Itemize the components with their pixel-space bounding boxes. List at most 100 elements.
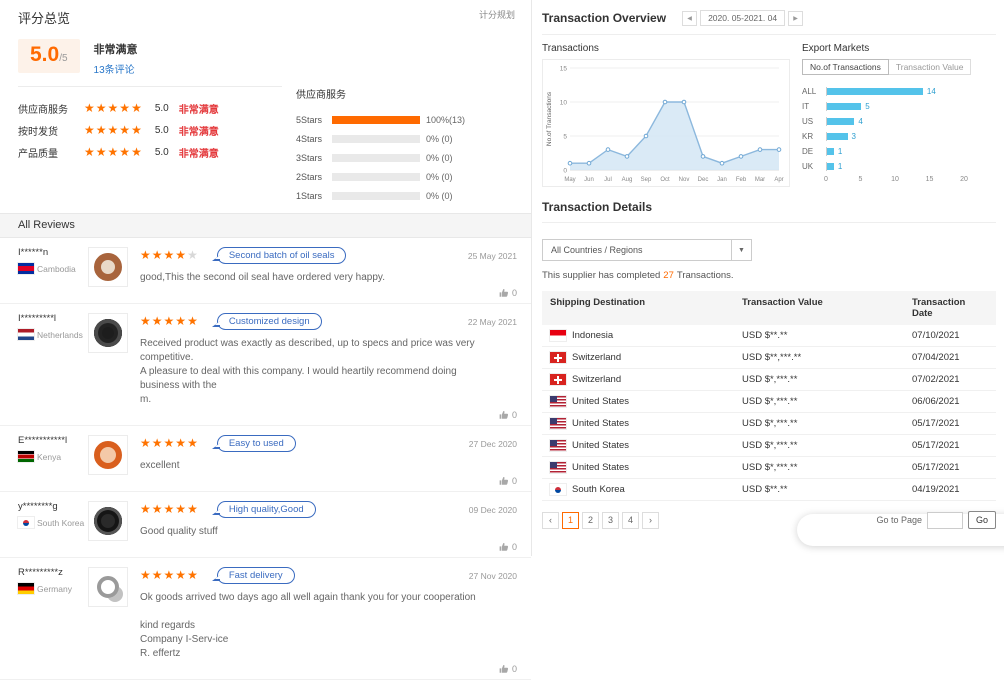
export-markets-bar-chart: ALL 14 IT 5 US 4 KR 3 DE 1 UK 1 0 5 10 15 20 — [802, 84, 996, 186]
review-count-link[interactable]: 13条评论 — [93, 65, 135, 76]
like-count: 0 — [511, 288, 517, 298]
star-breakdown: 供应商服务 5Stars 100%(13) 4Stars 0% (0) 3Stars 0%… — [282, 86, 515, 205]
transactions-chart-title: Transactions — [542, 43, 599, 54]
date-range-pager: ◀ 2020. 05-2021. 04 ▶ — [682, 10, 804, 26]
product-thumbnail[interactable] — [88, 313, 128, 353]
rating-summary: 5.0/5 非常满意 13条评论 — [0, 27, 531, 86]
like-count: 0 — [511, 664, 517, 674]
country-flag-icon — [17, 516, 35, 529]
product-thumbnail[interactable] — [88, 501, 128, 541]
review-date: 25 May 2021 — [467, 250, 517, 261]
scoring-rules-link[interactable]: 计分规划 — [478, 10, 515, 20]
like-count: 0 — [511, 410, 517, 420]
svg-text:Nov: Nov — [679, 177, 690, 183]
reviewer-info: R*********z Germany — [17, 567, 88, 674]
pagination: ‹ 1 2 3 4 › Go to Page Go — [542, 511, 996, 529]
review-tag-bubble: Easy to used — [211, 435, 296, 452]
goto-page-input[interactable] — [927, 511, 963, 529]
country-flag-icon — [549, 461, 567, 474]
review-star-rating: ★★★★★ — [140, 315, 199, 328]
export-bar-row: UK 1 — [802, 159, 996, 174]
transaction-row: United States USD $*,***.** 05/17/2021 — [542, 457, 996, 479]
review-date: 22 May 2021 — [467, 316, 517, 327]
export-tab-transaction-value[interactable]: Transaction Value — [887, 59, 972, 75]
page-button-1[interactable]: 1 — [562, 511, 579, 529]
product-image — [97, 576, 119, 598]
breakdown-title: 供应商服务 — [296, 90, 346, 101]
reviews-list: I******n Cambodia ★★★★★ Second batch of … — [0, 238, 531, 680]
page-button-4[interactable]: 4 — [622, 511, 639, 529]
country-filter-select[interactable]: All Countries / Regions ▼ — [542, 239, 752, 261]
review-item: I*********l Netherlands ★★★★★ Customized… — [0, 304, 531, 426]
export-tab-no-of-transactions[interactable]: No.of Transactions — [802, 59, 889, 75]
product-thumbnail[interactable] — [88, 567, 128, 607]
export-markets-title: Export Markets — [802, 43, 870, 54]
product-image — [94, 253, 122, 281]
like-button[interactable]: 0 — [140, 542, 517, 552]
transaction-row: Switzerland USD $*,***.** 07/02/2021 — [542, 369, 996, 391]
svg-text:May: May — [564, 177, 575, 183]
page-button-2[interactable]: 2 — [582, 511, 599, 529]
star-rating: ★★★★★ — [140, 436, 199, 450]
ratings-reviews-panel: 评分总览 计分规划 5.0/5 非常满意 13条评论 供应商服务 ★★★★★ 5.0… — [0, 0, 532, 680]
review-item: I******n Cambodia ★★★★★ Second batch of … — [0, 238, 531, 304]
transactions-panel: Transaction Overview ◀ 2020. 05-2021. 04… — [532, 0, 1004, 556]
transaction-date: 05/17/2021 — [912, 418, 960, 429]
review-date: 27 Nov 2020 — [468, 570, 517, 581]
like-button[interactable]: 0 — [140, 410, 517, 420]
transaction-date: 07/02/2021 — [912, 374, 960, 385]
shipping-destination: South Korea — [572, 484, 625, 495]
ratings-overview-title: 评分总览 — [18, 11, 71, 26]
export-bar-row: IT 5 — [802, 99, 996, 114]
prev-page-button[interactable]: ‹ — [542, 511, 559, 529]
overall-verdict: 非常满意 — [93, 44, 138, 56]
svg-text:15: 15 — [560, 66, 568, 73]
col-transaction-date: Transaction Date — [912, 297, 966, 319]
svg-text:No.of Transactions: No.of Transactions — [546, 91, 553, 146]
prev-period-button[interactable]: ◀ — [682, 10, 698, 26]
reviewer-info: I*********l Netherlands — [17, 313, 88, 420]
next-period-button[interactable]: ▶ — [788, 10, 804, 26]
overall-score: 5.0 — [30, 43, 60, 66]
like-button[interactable]: 0 — [140, 288, 517, 298]
like-button[interactable]: 0 — [140, 476, 517, 486]
country-flag-icon — [549, 373, 567, 386]
product-thumbnail[interactable] — [88, 247, 128, 287]
transaction-date: 05/17/2021 — [912, 462, 960, 473]
reviewer-name: R*********z — [18, 567, 63, 578]
transaction-row: United States USD $*,***.** 05/17/2021 — [542, 413, 996, 435]
reviewer-name: E***********l — [18, 435, 68, 446]
star-breakdown-row: 5Stars 100%(13) — [296, 114, 466, 125]
export-bar-row: ALL 14 — [802, 84, 996, 99]
thumbs-up-icon — [499, 477, 509, 485]
reviewer-name: I******n — [18, 247, 49, 258]
svg-text:Apr: Apr — [774, 177, 783, 183]
transaction-row: United States USD $*,***.** 05/17/2021 — [542, 435, 996, 457]
svg-text:Aug: Aug — [622, 177, 633, 183]
shipping-destination: United States — [572, 440, 630, 451]
reviewer-name: y********g — [18, 501, 58, 512]
next-page-button[interactable]: › — [642, 511, 659, 529]
star-rating: ★★★★★ — [84, 123, 143, 137]
product-image — [94, 507, 122, 535]
all-reviews-header: All Reviews — [0, 213, 531, 238]
country-flag-icon — [549, 395, 567, 408]
like-count: 0 — [511, 476, 517, 486]
like-button[interactable]: 0 — [140, 664, 517, 674]
review-date: 27 Dec 2020 — [468, 438, 517, 449]
review-text: Good quality stuff — [140, 526, 218, 537]
page-button-3[interactable]: 3 — [602, 511, 619, 529]
country-flag-icon — [549, 439, 567, 452]
country-flag-icon — [17, 582, 35, 595]
star-rating: ★★★★★ — [140, 248, 199, 262]
score-denominator: /5 — [59, 53, 68, 64]
svg-text:Mar: Mar — [755, 177, 765, 183]
product-thumbnail[interactable] — [88, 435, 128, 475]
transaction-value: USD $*,***.** — [742, 440, 798, 451]
go-button[interactable]: Go — [968, 511, 996, 529]
country-flag-icon — [549, 417, 567, 430]
transactions-table: Shipping Destination Transaction Value T… — [542, 291, 996, 501]
svg-text:0: 0 — [563, 168, 567, 175]
svg-text:Jul: Jul — [604, 177, 612, 183]
transaction-row: Indonesia USD $**.** 07/10/2021 — [542, 325, 996, 347]
